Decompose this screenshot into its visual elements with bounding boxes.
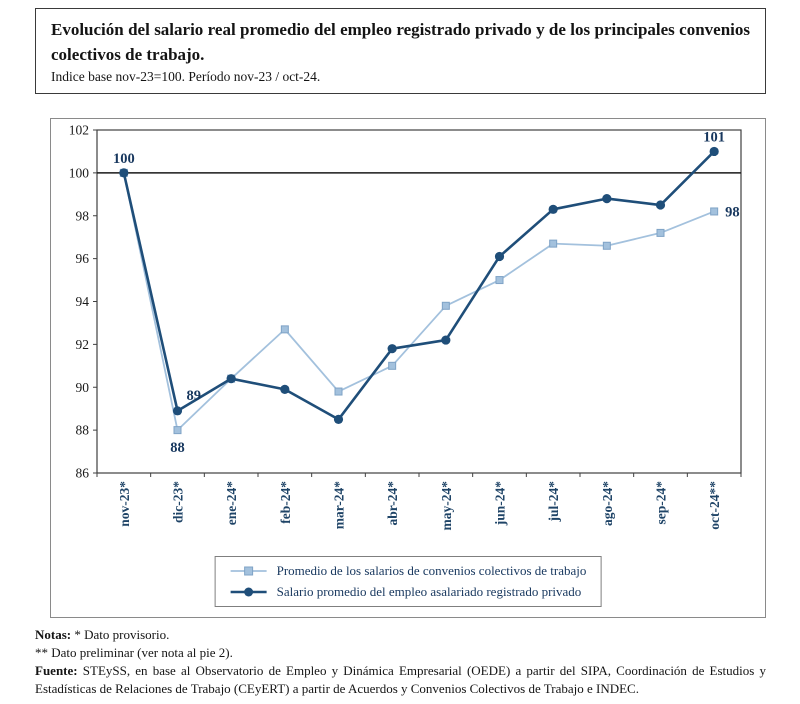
x-axis-label: jun-24* <box>493 481 508 527</box>
data-point-square <box>656 228 665 237</box>
data-point-circle <box>387 344 397 354</box>
x-axis-label: jul-24* <box>546 481 561 523</box>
note-provisional: Notas: * Dato provisorio. <box>35 626 766 644</box>
x-axis-label: dic-23* <box>171 481 186 523</box>
data-point-square <box>388 361 397 370</box>
data-point-circle <box>226 374 236 384</box>
data-point-circle <box>280 384 290 394</box>
line-chart: 86 88 90 92 94 96 98 100 102 nov-23* dic-23* ene-24… <box>69 123 742 531</box>
y-axis-label: 100 <box>69 165 90 180</box>
data-label: 101 <box>703 129 725 145</box>
data-point-square <box>334 387 343 396</box>
data-point-circle <box>494 251 505 262</box>
data-point-circle <box>709 146 719 157</box>
x-axis-label: may-24* <box>439 481 454 531</box>
data-point-square <box>549 239 558 248</box>
data-point-circle <box>172 406 183 416</box>
plot-border <box>96 129 742 474</box>
data-point-circle <box>548 204 558 214</box>
chart-subtitle: Indice base nov-23=100. Período nov-23 /… <box>51 69 321 85</box>
x-axis-label: sep-24* <box>654 481 669 525</box>
data-point-circle <box>119 168 129 178</box>
y-axis-label: 88 <box>76 423 90 438</box>
data-point-circle <box>333 414 344 425</box>
note-source: Fuente: STEySS, en base al Observatorio … <box>35 662 766 698</box>
data-point-square <box>602 241 611 250</box>
data-point-circle <box>602 194 612 204</box>
note-preliminary: ** Dato preliminar (ver nota al pie 2). <box>35 644 233 660</box>
y-axis-label: 86 <box>76 466 90 481</box>
series-line-0 <box>122 172 715 432</box>
chart-title: Evolución del salario real promedio del … <box>51 20 750 64</box>
note-text: STEySS, en base al Observatorio de Emple… <box>35 662 766 696</box>
x-axis-label: ago-24* <box>600 481 615 526</box>
x-axis-label: abr-24* <box>385 481 400 526</box>
y-axis-label: 102 <box>69 123 89 138</box>
series-line-1 <box>122 150 716 421</box>
note-label: Notas: <box>35 627 72 642</box>
y-axis-label: 98 <box>76 208 90 223</box>
legend-square-marker-icon <box>230 566 267 576</box>
legend-label: Salario promedio del empleo asalariado r… <box>276 584 582 599</box>
chart-title-box: Evolución del salario real promedio del … <box>35 8 766 95</box>
y-axis-label: 96 <box>76 251 90 266</box>
data-point-square <box>441 301 450 310</box>
chart-legend: Promedio de los salarios de convenios co… <box>214 556 602 607</box>
y-axis-label: 94 <box>76 294 90 309</box>
data-label: 89 <box>187 388 202 404</box>
x-axis-label: ene-24* <box>224 481 239 525</box>
data-label: 98 <box>725 204 740 220</box>
footnotes: Notas: * Dato provisorio. ** Dato prelim… <box>35 626 766 698</box>
legend-label: Promedio de los salarios de convenios co… <box>276 563 587 578</box>
x-axis-label: nov-23* <box>117 481 132 527</box>
y-axis-label: 90 <box>76 380 90 395</box>
data-label: 88 <box>170 440 185 456</box>
data-point-circle <box>441 335 451 345</box>
note-label: Fuente: <box>35 662 78 678</box>
data-label: 100 <box>113 151 135 167</box>
data-point-square <box>495 276 504 285</box>
x-axis-label: mar-24* <box>332 481 347 529</box>
data-point-circle <box>655 200 666 210</box>
x-axis-label: feb-24* <box>278 481 293 524</box>
legend-item-1: Salario promedio del empleo asalariado r… <box>230 584 587 600</box>
legend-item-0: Promedio de los salarios de convenios co… <box>230 563 587 579</box>
data-point-square <box>173 426 182 435</box>
data-point-square <box>710 207 719 216</box>
x-axis-label: oct-24** <box>707 481 722 530</box>
chart-area: 86 88 90 92 94 96 98 100 102 nov-23* dic-23* ene-24… <box>50 118 766 618</box>
data-point-square <box>280 325 289 334</box>
y-axis-label: 92 <box>76 337 90 352</box>
legend-circle-marker-icon <box>230 587 267 597</box>
note-text: * Dato provisorio. <box>71 627 170 642</box>
